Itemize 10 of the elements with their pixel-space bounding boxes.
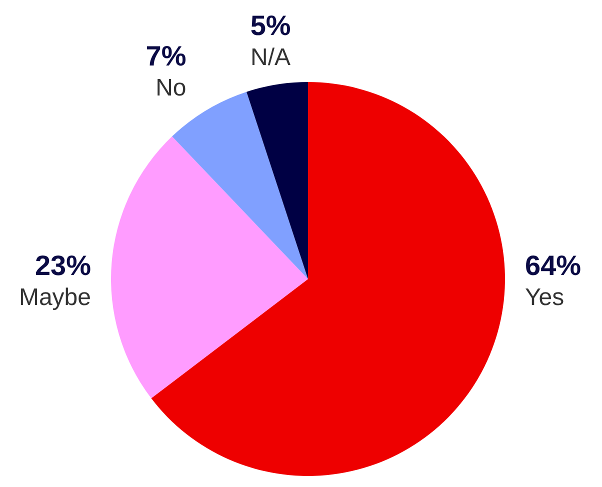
pie-slice <box>246 82 308 279</box>
data-label: 5% <box>250 10 291 41</box>
slice-label: Maybe <box>18 284 91 311</box>
pie-slice <box>111 136 308 398</box>
data-label: 23% <box>34 250 92 281</box>
data-label: 7% <box>146 40 186 72</box>
slice-label: N/A <box>250 44 291 71</box>
slice-label: No <box>156 74 186 102</box>
slice-label: Yes <box>525 284 564 311</box>
data-label: 64% <box>525 250 582 281</box>
